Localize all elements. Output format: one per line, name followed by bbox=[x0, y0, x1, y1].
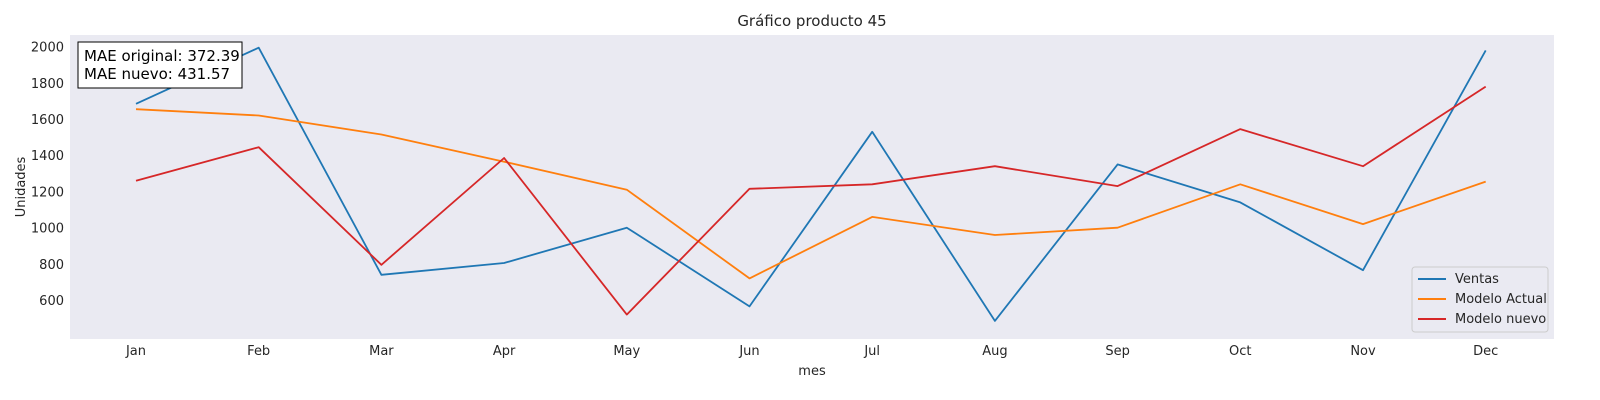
legend: Ventas Modelo Actual Modelo nuevo bbox=[1411, 266, 1549, 333]
x-axis-label: mes bbox=[798, 364, 826, 379]
mae-original-text: MAE original: 372.39 bbox=[84, 47, 240, 65]
legend-label-modelo-actual: Modelo Actual bbox=[1455, 292, 1547, 307]
legend-label-modelo-nuevo: Modelo nuevo bbox=[1455, 312, 1546, 327]
series-lines bbox=[135, 46, 1487, 322]
legend-label-ventas: Ventas bbox=[1455, 272, 1499, 287]
x-axis: Jan Feb Mar Apr May Jun Jul Aug Sep Oct Nov Dec bbox=[125, 344, 1498, 359]
y-tick-label: 800 bbox=[39, 258, 64, 273]
x-tick-label: Dec bbox=[1473, 344, 1498, 359]
y-tick-label: 1000 bbox=[31, 222, 64, 237]
mae-annotation: MAE original: 372.39 MAE nuevo: 431.57 bbox=[77, 41, 243, 89]
x-tick-label: Oct bbox=[1229, 344, 1251, 359]
y-tick-label: 1200 bbox=[31, 185, 64, 200]
x-tick-label: Feb bbox=[247, 344, 270, 359]
y-tick-label: 600 bbox=[39, 294, 64, 309]
mae-nuevo-text: MAE nuevo: 431.57 bbox=[84, 65, 230, 83]
x-tick-label: Aug bbox=[982, 344, 1007, 359]
x-tick-label: Jan bbox=[125, 344, 146, 359]
mae-annotation-box bbox=[77, 41, 243, 89]
y-tick-label: 1800 bbox=[31, 77, 64, 92]
x-tick-label: Sep bbox=[1105, 344, 1130, 359]
y-tick-label: 1400 bbox=[31, 149, 64, 164]
x-tick-label: Nov bbox=[1350, 344, 1376, 359]
chart-title: Gráfico producto 45 bbox=[737, 12, 886, 30]
x-tick-label: Mar bbox=[369, 344, 394, 359]
y-tick-label: 2000 bbox=[31, 41, 64, 56]
x-tick-label: Jun bbox=[738, 344, 759, 359]
y-tick-label: 1600 bbox=[31, 113, 64, 128]
series-line-ventas bbox=[135, 46, 1487, 322]
x-tick-label: Jul bbox=[863, 344, 880, 359]
legend-box bbox=[1411, 266, 1549, 333]
series-line-modelo-nuevo bbox=[135, 85, 1487, 316]
x-tick-label: May bbox=[613, 344, 640, 359]
series-line-modelo-actual bbox=[135, 108, 1486, 280]
x-tick-label: Apr bbox=[493, 344, 516, 359]
y-axis-label: Unidades bbox=[14, 156, 29, 217]
y-axis: 600 800 1000 1200 1400 1600 1800 2000 bbox=[31, 41, 64, 309]
